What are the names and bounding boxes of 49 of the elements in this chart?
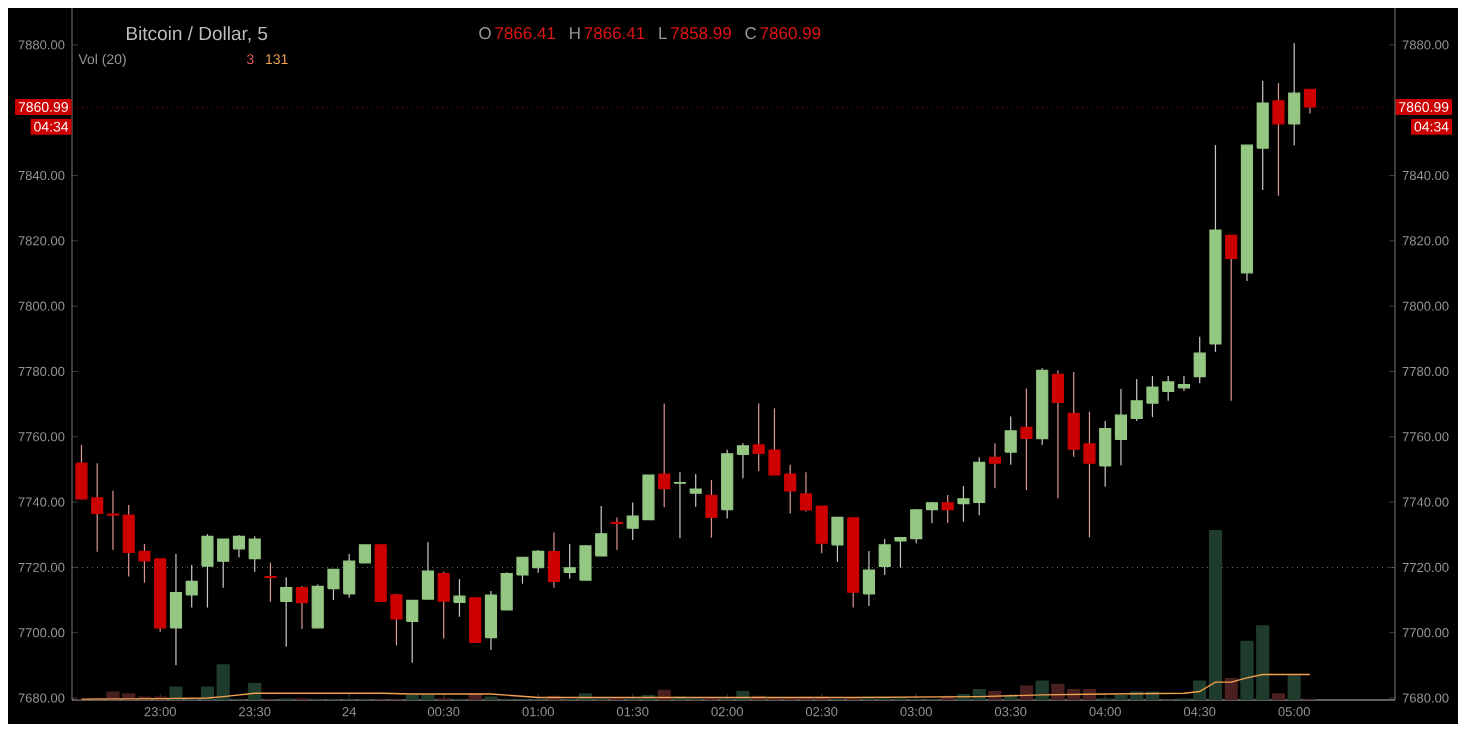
x-tick-label: 03:00 — [900, 707, 932, 717]
y-tick-label: 7700.00 — [1402, 628, 1449, 638]
y2-tick-label: 7800.00 — [18, 301, 65, 311]
y2-tick-label: 7700.00 — [18, 628, 65, 638]
x-tick-label: 00:30 — [427, 707, 460, 717]
y-tick-label: 7680.00 — [1402, 693, 1449, 703]
annotation: 7858.99 — [671, 27, 731, 40]
annotation: C — [745, 27, 757, 40]
text: Bitcoin / Dollar, 5 — [126, 26, 268, 43]
x-tick-label: 04:30 — [1183, 707, 1216, 717]
chart-title: Vol (20) — [78, 53, 126, 67]
x-tick-label: 01:00 — [522, 707, 554, 717]
ref-line-label: 7860.99 — [18, 102, 68, 112]
y-tick-label: 7760.00 — [1402, 432, 1449, 442]
x-tick-label: 01:30 — [616, 707, 649, 717]
annotation: 131 — [266, 54, 288, 65]
text: 04:34 — [34, 121, 69, 132]
y2-tick-label: 7840.00 — [18, 170, 65, 181]
annotation: 7866.41 — [584, 27, 645, 40]
annotation: 7866.41 — [495, 27, 556, 40]
text: 04:34 — [1414, 121, 1449, 132]
annotation: O — [479, 27, 491, 40]
y2-tick-label: 7780.00 — [18, 366, 65, 377]
y2-tick-label: 7740.00 — [18, 497, 65, 507]
y-tick-label: 7820.00 — [1402, 236, 1449, 246]
y2-tick-label: 7820.00 — [18, 236, 65, 246]
x-tick-label: 23:30 — [239, 707, 271, 717]
annotation: 7860.99 — [760, 27, 821, 40]
x-tick-label: 23:00 — [144, 707, 176, 717]
x-tick-label: 02:00 — [711, 707, 743, 717]
x-tick-label: 04:00 — [1089, 707, 1121, 717]
y2-tick-label: 7680.00 — [18, 693, 65, 703]
y2-tick-label: 7880.00 — [18, 40, 65, 50]
x-tick-label: 02:30 — [805, 707, 838, 717]
annotation: L — [659, 27, 667, 39]
y-tick-label: 7780.00 — [1402, 366, 1449, 377]
y-tick-label: 7840.00 — [1402, 170, 1449, 181]
annotation: H — [570, 27, 580, 39]
x-tick-label: 03:30 — [994, 707, 1027, 717]
y2-tick-label: 7720.00 — [18, 562, 65, 572]
y-tick-label: 7800.00 — [1402, 301, 1449, 311]
x-tick-label: 24 — [342, 707, 357, 717]
y-tick-label: 7880.00 — [1402, 40, 1449, 50]
text: 7860.99 — [1399, 102, 1449, 112]
x-tick-label: 05:00 — [1278, 707, 1310, 717]
y-tick-label: 7720.00 — [1402, 562, 1449, 572]
y-tick-label: 7740.00 — [1402, 497, 1449, 507]
annotation: 3 — [246, 54, 254, 65]
y2-tick-label: 7760.00 — [18, 432, 65, 442]
